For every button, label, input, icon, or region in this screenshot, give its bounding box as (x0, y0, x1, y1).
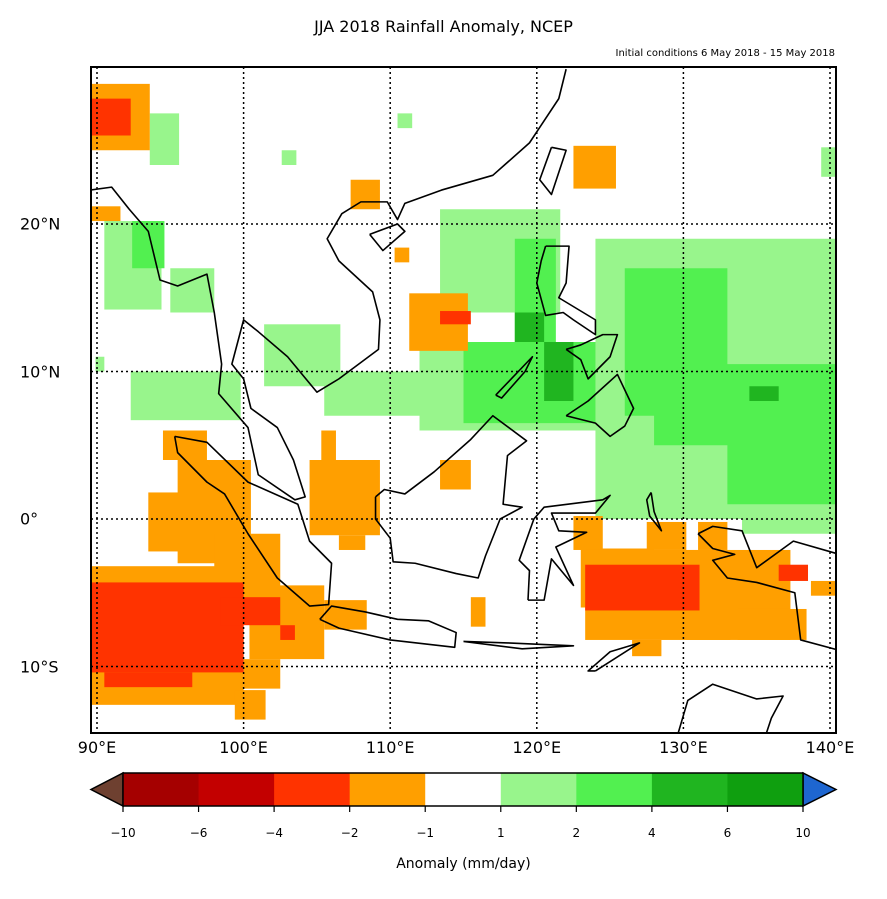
colorbar-label: Anomaly (mm/day) (396, 856, 531, 872)
coastline-borneo (374, 414, 528, 579)
colorbar-tick-label: −4 (265, 826, 283, 840)
anomaly-cell (220, 597, 281, 626)
coastline-luzon (535, 245, 597, 336)
lon-tick-label: 140°E (805, 738, 855, 757)
colorbar-tick-label: 2 (572, 826, 581, 840)
coastline-sunda (463, 640, 575, 650)
anomaly-cell (632, 639, 662, 657)
anomaly-cell (573, 145, 616, 189)
colorbar-bin (123, 773, 200, 806)
anomaly-cell (810, 580, 836, 596)
colorbar-tick-label: −1 (416, 826, 435, 840)
coastline-mainland (91, 68, 567, 501)
anomaly-cell (91, 206, 121, 222)
anomaly-cell (821, 147, 836, 177)
anomaly-cell (749, 386, 779, 401)
colorbar-bin (500, 773, 577, 806)
colorbar-bin (198, 773, 275, 806)
coastline-java (319, 605, 457, 649)
map-title: JJA 2018 Rainfall Anomaly, NCEP (314, 17, 573, 36)
coastline-sulawesi (518, 494, 611, 601)
anomaly-cell (440, 311, 471, 325)
anomaly-cell (338, 535, 366, 550)
lon-tick-label: 110°E (365, 738, 415, 757)
lat-tick-label: 0° (20, 509, 39, 529)
lon-tick-label: 100°E (219, 738, 268, 757)
anomaly-field (91, 83, 836, 720)
anomaly-cell (243, 659, 281, 689)
coastline-taiwan (538, 146, 567, 196)
anomaly-cell (281, 150, 297, 165)
colorbar-extend-low (89, 771, 124, 808)
colorbar-bin (274, 773, 351, 806)
colorbar-extend-high (802, 771, 838, 808)
colorbar-tick-label: 10 (795, 826, 811, 840)
anomaly-cell (130, 371, 241, 421)
colorbar-tick-label: −10 (110, 826, 136, 840)
coastline-palawan (495, 355, 534, 399)
anomaly-cell (727, 430, 836, 505)
anomaly-cell (778, 564, 809, 581)
anomaly-cell (397, 113, 413, 129)
colorbar-tick-label: −2 (340, 826, 359, 840)
lon-tick-label: 130°E (659, 738, 708, 757)
anomaly-cell (321, 430, 336, 460)
anomaly-cell (280, 625, 295, 640)
colorbar-bin (727, 773, 804, 806)
anomaly-cell (514, 312, 545, 342)
gridlines (91, 67, 836, 733)
anomaly-cell (394, 247, 410, 263)
anomaly-cell (737, 608, 807, 640)
anomaly-cell (463, 342, 596, 424)
anomaly-cell (440, 460, 471, 490)
anomaly-cell (132, 221, 165, 269)
lon-tick-label: 120°E (512, 738, 562, 757)
lat-tick-label: 10°S (20, 657, 59, 676)
anomaly-cell (91, 582, 244, 673)
colorbar-tick-label: −6 (189, 826, 208, 840)
lon-tick-label: 90°E (77, 738, 117, 757)
coastline-timor (587, 642, 641, 672)
anomaly-cell (470, 597, 486, 627)
coastlines (91, 68, 836, 733)
map-subtitle: Initial conditions 6 May 2018 - 15 May 2… (615, 48, 836, 59)
coastline-halmahera (645, 492, 663, 532)
anomaly-cell (104, 672, 193, 688)
anomaly-cell (646, 521, 687, 550)
colorbar-bin (576, 773, 653, 806)
lat-tick-label: 20°N (20, 214, 61, 234)
colorbar (89, 771, 838, 812)
map-frame (90, 66, 837, 734)
coastline-mindanao (565, 373, 635, 438)
anomaly-cell (324, 600, 367, 630)
coastline-newguinea (697, 525, 836, 651)
colorbar-bin (425, 773, 502, 806)
colorbar-tick-label: 6 (723, 826, 732, 840)
anomaly-cell (95, 356, 105, 372)
coastline-australia (677, 683, 784, 733)
anomaly-cell (149, 113, 180, 165)
colorbar-bin (651, 773, 728, 806)
anomaly-cell (309, 460, 380, 536)
coastline-hainan (369, 223, 406, 252)
colorbar-tick-label: 4 (648, 826, 656, 840)
coastline-sumatra (173, 435, 333, 607)
anomaly-cell (573, 516, 603, 550)
anomaly-cell (234, 690, 266, 720)
lat-tick-label: 10°N (20, 362, 61, 381)
colorbar-tick-label: 1 (496, 826, 505, 840)
colorbar-bin (349, 773, 426, 806)
coastline-visayas (565, 333, 619, 380)
colorbar-outline (122, 772, 804, 807)
anomaly-cell (162, 430, 207, 460)
anomaly-cell (585, 564, 700, 611)
